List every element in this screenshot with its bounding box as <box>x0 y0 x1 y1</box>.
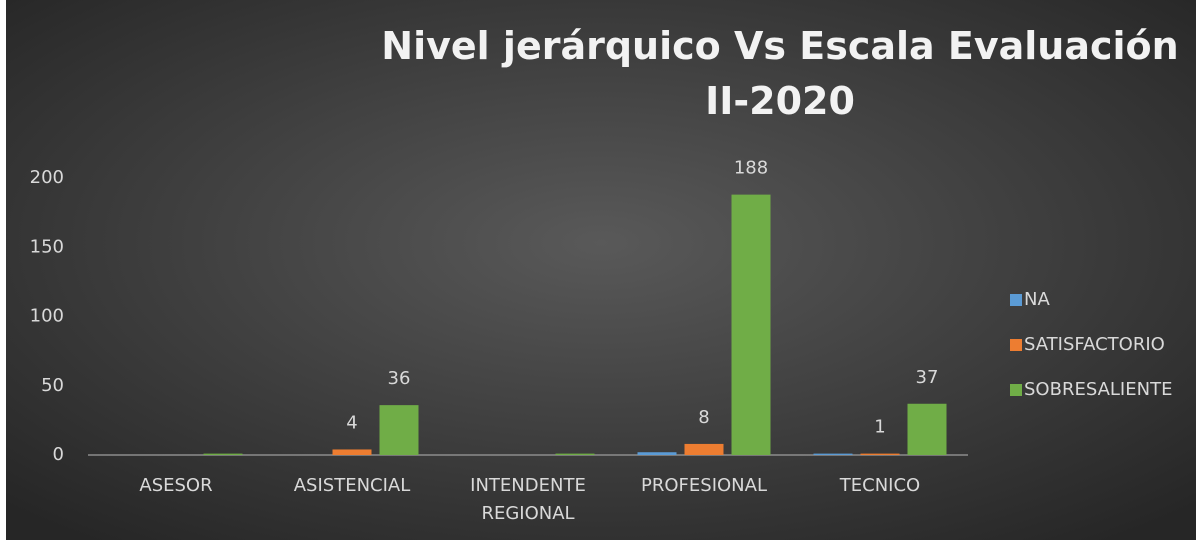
y-tick-label: 100 <box>30 306 64 327</box>
legend-label: NA <box>1024 289 1050 310</box>
x-tick-label: INTENDENTE REGIONAL <box>470 475 586 524</box>
data-label: 8 <box>698 407 709 428</box>
data-label: 4 <box>346 412 357 433</box>
bar <box>555 453 595 455</box>
x-tick-label: ASISTENCIAL <box>294 475 411 496</box>
bar <box>907 403 947 455</box>
chart-title: Nivel jerárquico Vs Escala Evaluación II-… <box>381 24 1178 123</box>
bar <box>813 453 853 455</box>
legend-swatch <box>1010 384 1022 396</box>
y-tick-label: 150 <box>30 236 64 257</box>
x-tick-label: ASESOR <box>139 475 212 496</box>
data-label: 188 <box>734 158 768 179</box>
bar <box>637 452 677 455</box>
x-tick-label: PROFESIONAL <box>641 475 767 496</box>
data-label: 1 <box>874 417 885 438</box>
legend-swatch <box>1010 339 1022 351</box>
legend-label: SATISFACTORIO <box>1024 334 1165 355</box>
data-label: 37 <box>916 367 939 388</box>
bar <box>731 194 771 455</box>
bar <box>203 453 243 455</box>
y-tick-label: 50 <box>41 375 64 396</box>
bar <box>332 449 372 455</box>
x-tick-label: TECNICO <box>839 475 920 496</box>
bar <box>684 443 724 455</box>
legend-swatch <box>1010 294 1022 306</box>
data-label: 36 <box>388 368 411 389</box>
legend-label: SOBRESALIENTE <box>1024 379 1172 400</box>
bar <box>379 405 419 455</box>
y-tick-label: 0 <box>53 444 64 465</box>
bar <box>860 453 900 455</box>
chart-background <box>6 0 1196 540</box>
y-tick-label: 200 <box>30 167 64 188</box>
